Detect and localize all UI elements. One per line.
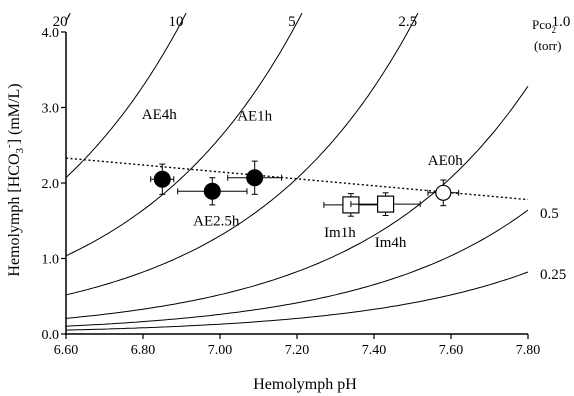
isopleth-curves — [66, 12, 529, 331]
isopleth-curve — [66, 12, 419, 296]
pco2-header: Pco2 — [532, 17, 556, 35]
y-axis-title-base: Hemolymph [HCO — [6, 153, 23, 276]
y-tick-label: 4.0 — [42, 26, 60, 41]
data-point — [350, 192, 421, 216]
x-tick-label: 7.00 — [208, 343, 233, 358]
x-tick-label: 6.80 — [131, 343, 156, 358]
point-label: AE2.5h — [193, 213, 240, 229]
x-tick-label: 7.60 — [439, 343, 464, 358]
data-point — [427, 179, 460, 207]
isopleth-label: 0.5 — [540, 206, 559, 222]
pco2-header-main: Pco — [532, 17, 552, 32]
y-tick-label: 3.0 — [42, 102, 60, 117]
x-tick-label: 7.40 — [362, 343, 387, 358]
labels: 20 10 5 2.5 1.0 0.5 0.25 AE4h AE2.5h AE1h Im1h Im4h… — [53, 14, 571, 283]
y-axis-title-tail: ] (mM/L) — [6, 83, 23, 144]
isopleth-curve — [66, 271, 529, 331]
y-tick-label: 1.0 — [42, 253, 60, 268]
marker-filled-circle — [153, 170, 171, 188]
marker-open-square — [377, 195, 395, 213]
isopleth-label: 1.0 — [552, 14, 571, 30]
y-tick-label: 0.0 — [42, 328, 60, 343]
pco2-unit: (torr) — [534, 38, 561, 53]
isopleth-curve — [66, 12, 303, 257]
data-point — [227, 160, 283, 195]
y-axis-title-sup: - — [3, 144, 15, 148]
isopleth-label: 10 — [169, 14, 184, 30]
pco2-header-sub: 2 — [552, 25, 557, 35]
y-axis-title: Hemolymph [HCO3-] (mM/L) — [3, 83, 26, 276]
isopleth-label: 5 — [288, 14, 296, 30]
isopleth-label: 2.5 — [398, 14, 417, 30]
axes: 0.0 1.0 2.0 3.0 4.0 6.60 6.80 7.00 7.20 7.40 7.60 7… — [42, 26, 541, 358]
y-axis-title-sub: 3 — [14, 147, 26, 153]
x-tick-label: 6.60 — [54, 343, 79, 358]
marker-filled-circle — [246, 169, 264, 187]
x-tick-label: 7.20 — [285, 343, 310, 358]
marker-filled-circle — [203, 182, 221, 200]
isopleth-label: 20 — [53, 14, 68, 30]
isopleth-curve — [66, 12, 71, 22]
marker-open-circle — [435, 184, 452, 201]
isopleth-label: 0.25 — [540, 267, 566, 283]
buffer-line — [65, 157, 529, 201]
point-label: AE1h — [237, 109, 272, 125]
point-label: AE4h — [142, 107, 177, 123]
buffer-line-layer — [65, 157, 529, 201]
isopleth-curve — [66, 209, 529, 327]
point-label: Im4h — [375, 235, 407, 251]
data-point — [177, 177, 248, 206]
point-label: Im1h — [324, 225, 356, 241]
isopleth-curve — [66, 12, 187, 178]
point-label: AE0h — [428, 153, 463, 169]
isopleth-curve — [66, 85, 529, 319]
x-axis-title: Hemolymph pH — [253, 376, 357, 393]
y-tick-label: 2.0 — [42, 177, 60, 192]
data-point — [150, 163, 175, 195]
data-points — [150, 160, 460, 217]
x-tick-label: 7.80 — [516, 343, 541, 358]
